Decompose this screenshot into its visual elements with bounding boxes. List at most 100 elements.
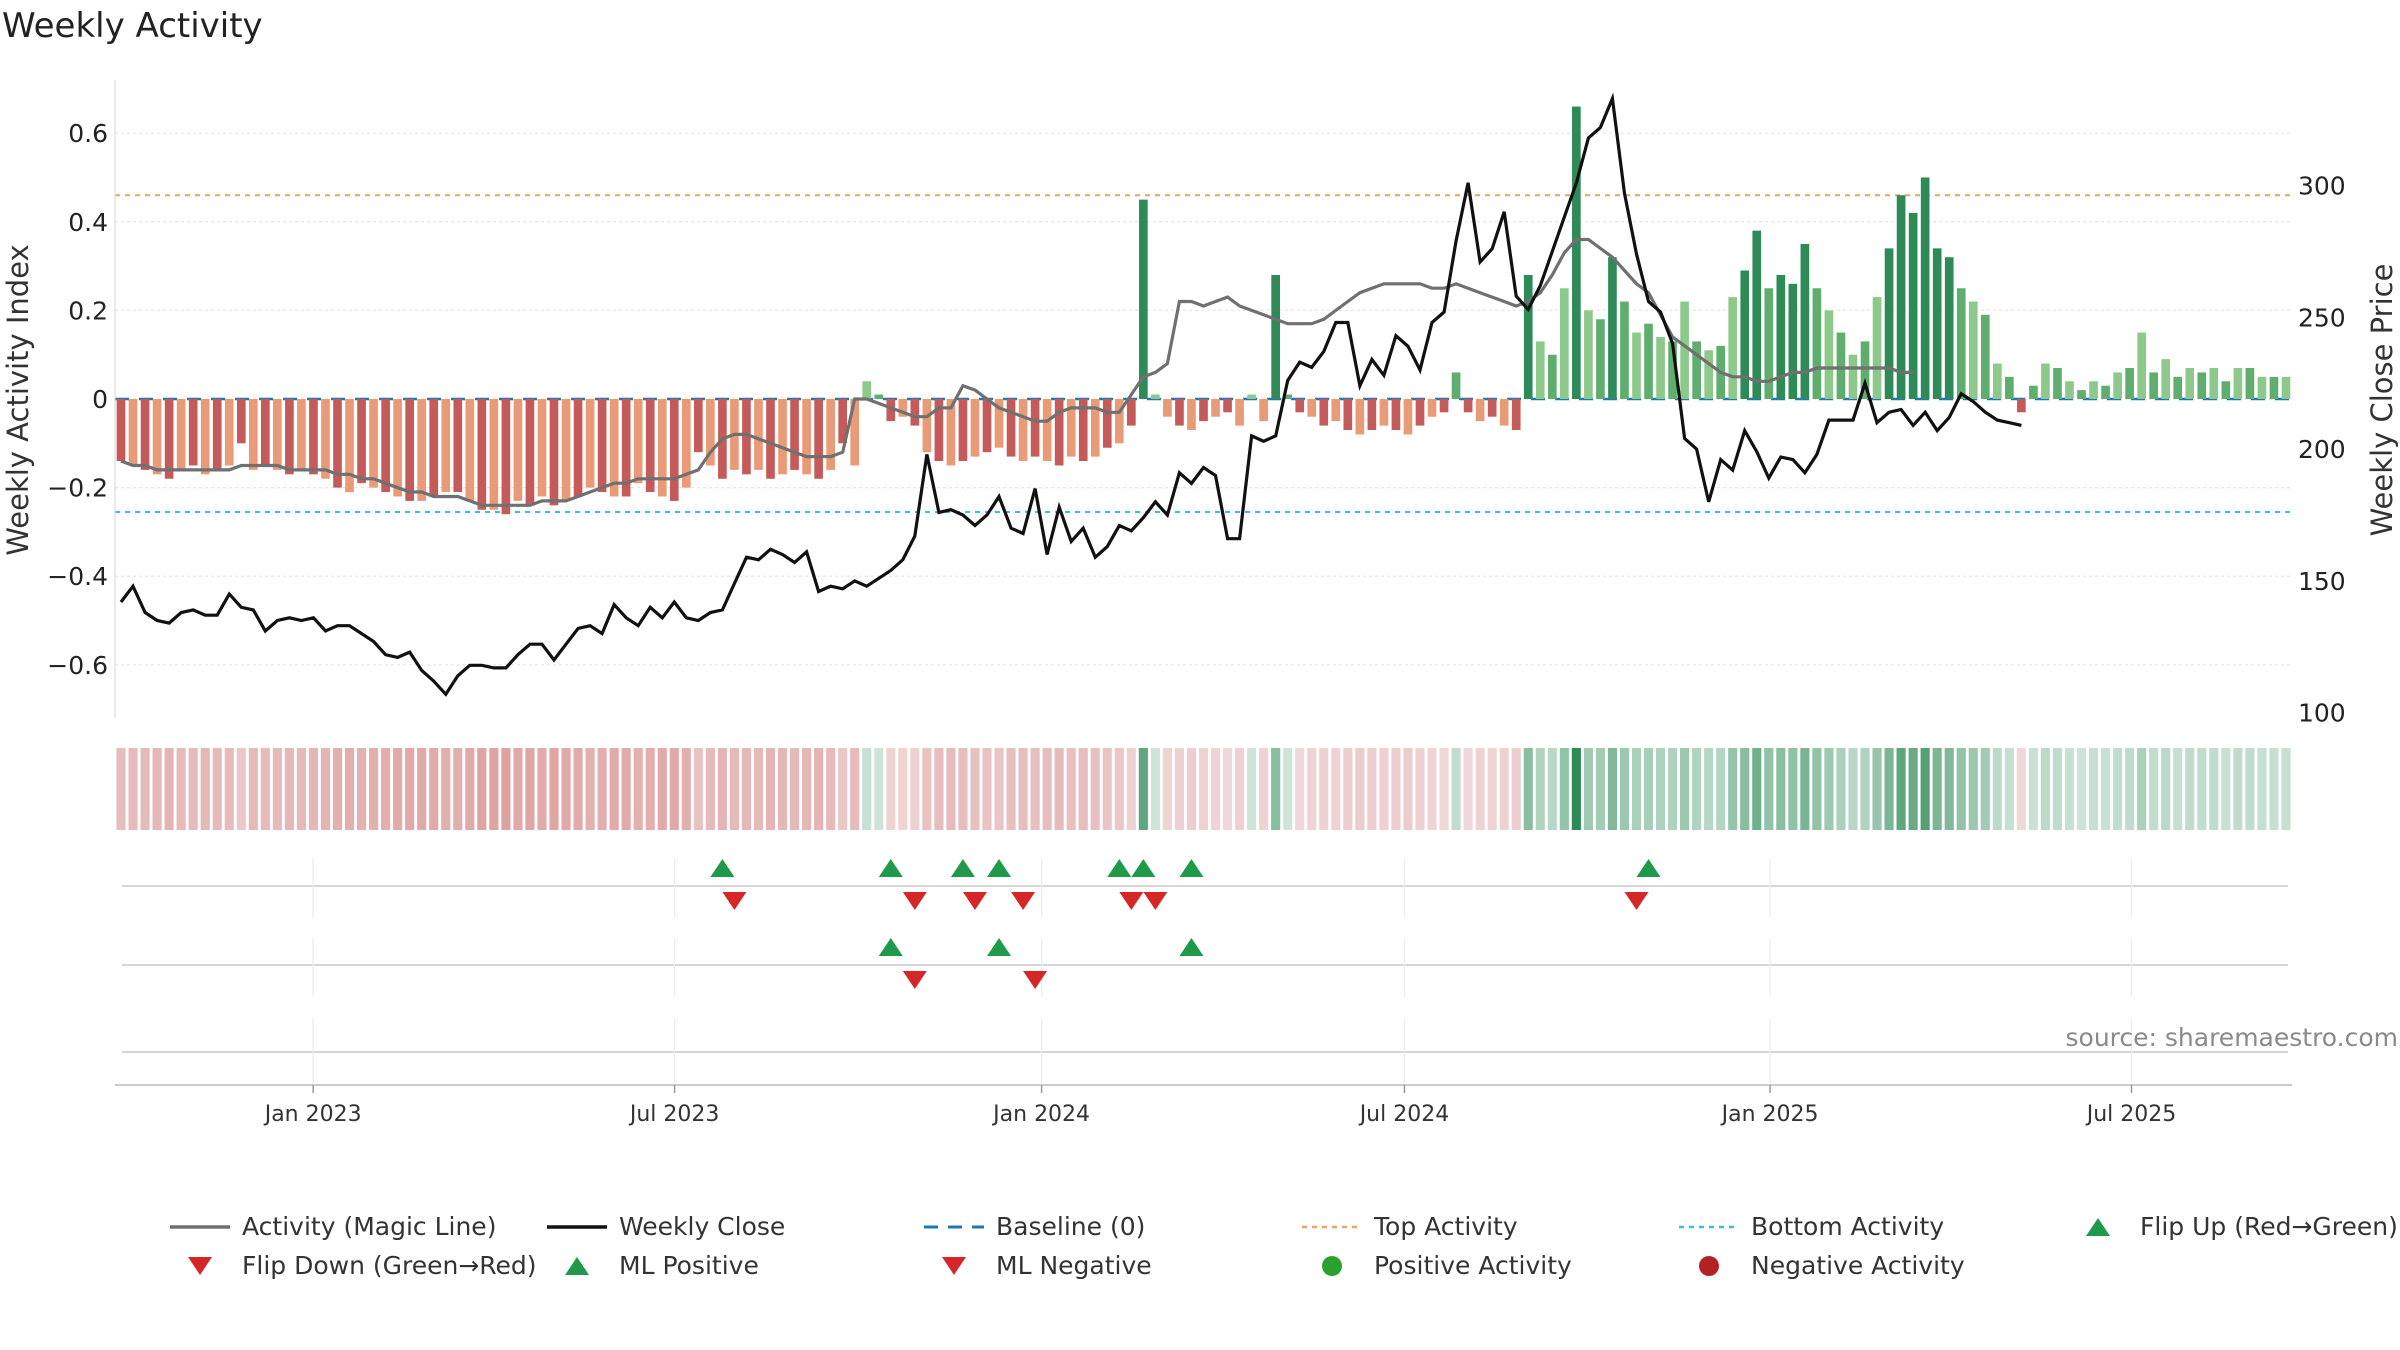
strip-cell [1102,748,1112,830]
strip-cell [862,748,872,830]
strip-cell [645,748,655,830]
activity-bar [1860,341,1870,399]
legend-item: Bottom Activity [1677,1212,1944,1241]
x-tick-label: Jul 2024 [1358,1102,1450,1127]
activity-bar [1102,399,1112,448]
strip-cell [1006,748,1016,830]
strip-cell [741,748,752,830]
strip-cell [320,748,331,830]
ml-positive-marker [878,938,903,956]
legend-label: Top Activity [1374,1212,1518,1241]
activity-bar [1211,399,1220,417]
activity-bar [982,399,992,453]
y-tick-label: 0.2 [68,296,108,325]
strip-cell [970,748,980,830]
strip-cell [814,748,824,830]
strip-cell [369,748,379,830]
strip-cell [1259,748,1269,830]
legend-item: Activity (Magic Line) [168,1212,496,1241]
legend-label: Flip Up (Red→Green) [2140,1212,2398,1241]
activity-bars [116,106,2291,515]
strip-cell [405,748,415,830]
activity-bar [838,399,848,444]
activity-bar [405,399,415,501]
activity-bar [754,399,763,470]
strip-cell [1439,748,1449,830]
strip-cell [1162,748,1172,830]
activity-bar [2137,332,2146,399]
strip-cell [669,748,679,830]
lines-layer [119,92,2022,697]
strip-cell [1523,748,1533,830]
activity-bar [537,399,547,497]
activity-bar [1487,399,1497,417]
flip-down-marker [1011,892,1036,910]
legend-label: Flip Down (Green→Red) [242,1251,537,1280]
activity-bar [1908,212,1918,399]
strip-cell [2209,748,2219,830]
activity-bar [1127,399,1136,426]
activity-bar [862,381,872,399]
strip-cell [693,748,703,830]
activity-bar [1572,106,1581,399]
strip-cell [2040,748,2051,830]
legend-item: Positive Activity [1300,1251,1572,1280]
strip-cell [1475,748,1485,830]
activity-bar [1151,394,1160,399]
activity-bar [1259,399,1268,422]
strip-cell [1343,748,1353,830]
strip-cell [513,748,523,830]
activity-bar [381,399,390,493]
strip-cell [224,748,234,830]
ml-negative-marker [902,971,927,989]
activity-bar [1632,332,1641,399]
activity-bar [2281,376,2291,399]
strip-cell [1487,748,1497,830]
strip-cell [152,748,162,830]
activity-bar [369,399,378,488]
strip-cell [561,748,571,830]
strip-cell [982,748,992,830]
activity-bar [1752,230,1762,399]
y-tick-label: −0.4 [47,562,108,591]
strip-cell [393,748,403,830]
activity-bar [1451,372,1461,399]
activity-bar [1367,399,1377,431]
strip-cell [1860,748,1870,830]
activity-bar [525,399,535,506]
activity-bar [513,399,523,501]
legend-swatch-tri-up [565,1256,589,1275]
flip-up-marker [1636,859,1661,877]
strip-cell [1920,748,1930,830]
y-tick-label: 0 [92,385,108,414]
activity-bar [2245,367,2255,399]
activity-bar [1247,394,1256,399]
strip-cell [1764,748,1774,830]
strip-cell [116,748,126,830]
flip-up-marker [878,859,903,877]
activity-bar [2269,376,2279,399]
activity-bar [850,399,860,466]
activity-bar [152,399,162,475]
strip-cell [777,748,788,830]
activity-bar [1139,199,1148,399]
legend-swatch-circle-red [1699,1255,1719,1276]
activity-bar [224,399,234,466]
strip-cell [1391,748,1401,830]
strip-cell [1884,748,1894,830]
strip-cell [2281,748,2291,830]
strip-cell [1643,748,1654,830]
strip-cell [1896,748,1906,830]
activity-bar [1547,354,1557,399]
strip-cell [537,748,547,830]
activity-bar [1078,399,1088,462]
strip-cell [2004,748,2014,830]
activity-bar [1391,399,1401,431]
flip-up-marker [1107,859,1132,877]
strip-cell [1379,748,1389,830]
activity-bar [958,399,968,462]
activity-bar [333,399,342,488]
strip-cell [789,748,800,830]
activity-bar [910,399,920,426]
strip-cell [621,748,631,830]
